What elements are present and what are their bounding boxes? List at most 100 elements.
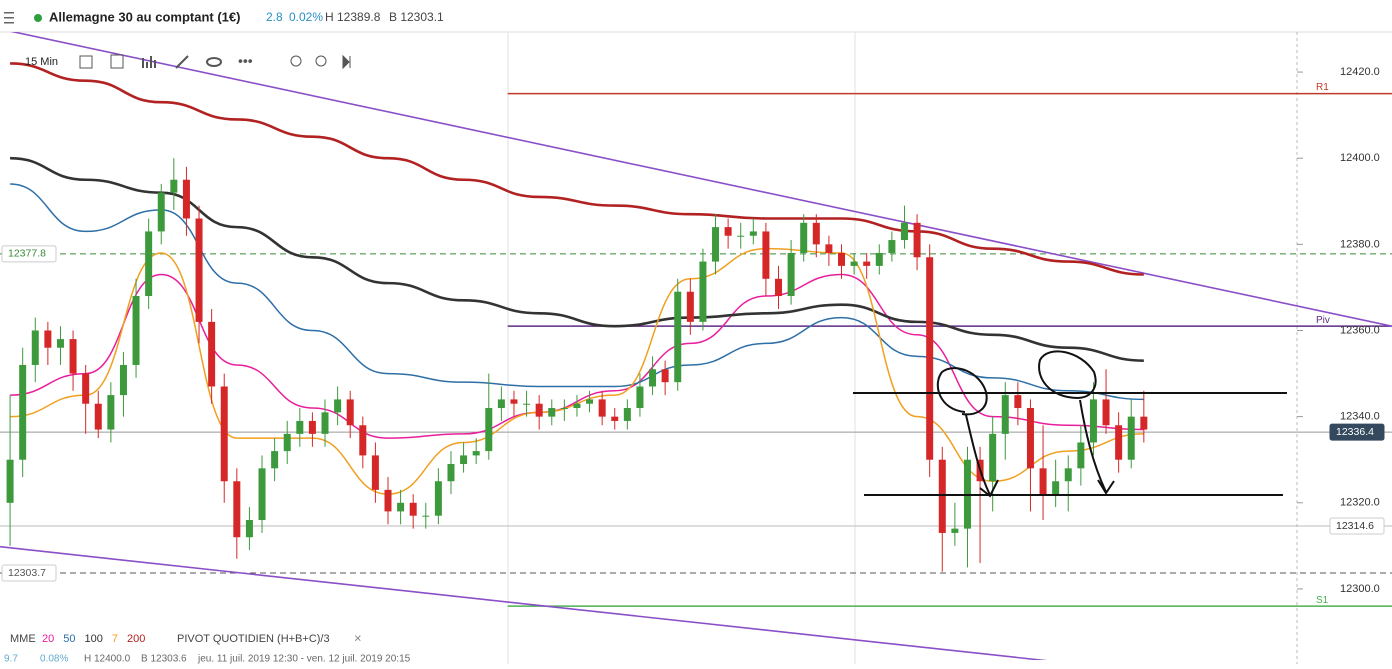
candle-body xyxy=(220,386,228,482)
candle-body xyxy=(94,403,102,430)
candle-body xyxy=(888,240,896,253)
moving-average xyxy=(10,247,1144,495)
legend-entry[interactable]: 100 xyxy=(85,633,103,645)
candle-body xyxy=(825,244,833,253)
candle-body xyxy=(434,481,442,516)
drawn-loop xyxy=(1038,350,1097,399)
y-tick-label: 12300.0 xyxy=(1340,583,1380,595)
candle-body xyxy=(308,420,316,434)
candle-body xyxy=(44,330,52,348)
tool-icon[interactable] xyxy=(79,55,93,69)
price-badge-label: 12336.4 xyxy=(1336,426,1374,438)
menu-icon[interactable] xyxy=(4,12,14,24)
y-tick-label: 12420.0 xyxy=(1340,66,1380,78)
candle-body xyxy=(19,364,27,460)
tool-icon[interactable] xyxy=(110,54,124,69)
toolbar: 15 Min ••• xyxy=(25,53,351,70)
annotations xyxy=(853,350,1287,498)
candle-body xyxy=(724,227,732,236)
candle-body xyxy=(1089,399,1097,443)
candle-body xyxy=(233,481,241,538)
interval[interactable]: 15 Min xyxy=(25,56,58,68)
candle-body xyxy=(863,261,871,266)
status-high: H 12400.0 xyxy=(84,654,131,664)
candle-body xyxy=(1039,468,1047,495)
candle-body xyxy=(409,502,417,516)
candle-body xyxy=(321,412,329,434)
candle-body xyxy=(510,399,518,404)
play[interactable] xyxy=(342,54,351,70)
candle-body xyxy=(497,399,505,409)
candle-body xyxy=(523,403,531,405)
candle-body xyxy=(913,222,921,258)
candle-body xyxy=(837,252,845,266)
candle-body xyxy=(422,515,430,517)
trendline xyxy=(10,32,1392,327)
y-tick-label: 12380.0 xyxy=(1340,238,1380,250)
candle-body xyxy=(1140,416,1148,430)
candle-body xyxy=(649,369,657,387)
candle-body xyxy=(535,403,543,417)
legend-title: MME xyxy=(10,633,36,645)
status-change-pct: 0.08% xyxy=(40,654,68,664)
candle-body xyxy=(1064,468,1072,482)
tool-icon[interactable]: ••• xyxy=(238,53,253,69)
drawn-arrow xyxy=(1079,399,1115,495)
candle-body xyxy=(6,459,14,503)
tool-icon[interactable] xyxy=(206,57,222,67)
y-tick-label: 12400.0 xyxy=(1340,152,1380,164)
status-range: jeu. 11 juil. 2019 12:30 - ven. 12 juil.… xyxy=(197,654,411,664)
status-bar: 9.7 0.08% H 12400.0 B 12303.6 jeu. 11 ju… xyxy=(4,654,411,665)
tool-icon[interactable] xyxy=(142,56,156,68)
price-badge xyxy=(1,245,57,263)
moving-average xyxy=(10,183,1144,401)
candle-body xyxy=(107,395,115,430)
candle-body xyxy=(598,399,606,417)
candle-body xyxy=(132,296,140,365)
moving-average xyxy=(10,156,1144,362)
legend-close[interactable]: × xyxy=(354,630,362,645)
trendline xyxy=(0,545,1048,660)
candle-body xyxy=(938,459,946,533)
candle-body xyxy=(1052,481,1060,495)
candle-body xyxy=(283,433,291,452)
level-label: Piv xyxy=(1316,315,1330,326)
candle-body xyxy=(1077,442,1085,469)
candle-body xyxy=(1102,399,1110,426)
legend-entry[interactable]: 200 xyxy=(127,633,145,645)
candle-body xyxy=(800,222,808,253)
candle-body xyxy=(170,179,178,193)
y-tick-label: 12360.0 xyxy=(1340,324,1380,336)
legend-entry[interactable]: 7 xyxy=(112,633,118,645)
price-badge-label: 12303.7 xyxy=(8,567,46,579)
candle-body xyxy=(573,403,581,409)
moving-average xyxy=(10,62,1144,276)
zoom-out[interactable] xyxy=(290,55,302,67)
candle-body xyxy=(926,257,934,460)
tool-icon[interactable] xyxy=(175,55,189,69)
candle-body xyxy=(145,231,153,297)
y-tick-label: 12320.0 xyxy=(1340,497,1380,509)
legend-entry[interactable]: 20 xyxy=(42,633,54,645)
status-low: B 12303.6 xyxy=(141,654,187,664)
candle-body xyxy=(460,455,468,465)
candle-body xyxy=(31,330,39,365)
candle-body xyxy=(1026,408,1034,469)
level-label: R1 xyxy=(1316,82,1329,93)
candle-body xyxy=(989,433,997,482)
candle-body xyxy=(951,528,959,533)
candle-body xyxy=(334,399,342,413)
candle-body xyxy=(397,502,405,512)
candle-body xyxy=(1127,416,1135,460)
candle-body xyxy=(611,416,619,421)
candle-body xyxy=(485,408,493,452)
legend-entry[interactable]: 50 xyxy=(63,633,75,645)
candle-body xyxy=(157,192,165,232)
candle-body xyxy=(812,222,820,245)
candle-body xyxy=(296,420,304,434)
candle-body xyxy=(661,369,669,383)
zoom-in[interactable] xyxy=(315,55,327,67)
candle-body xyxy=(875,252,883,266)
candle-body xyxy=(384,489,392,512)
